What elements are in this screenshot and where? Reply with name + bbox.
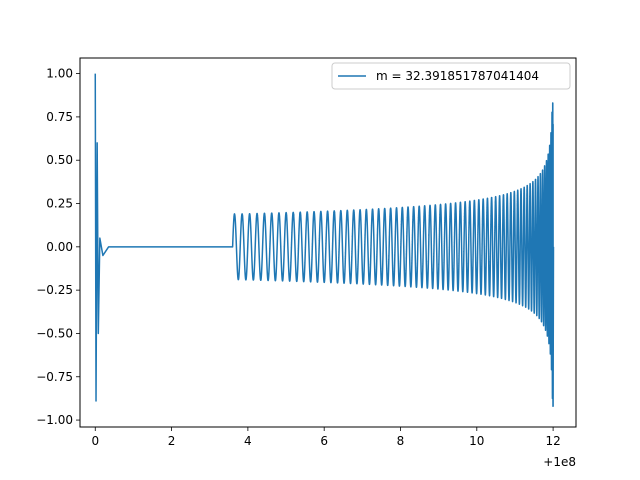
x-tick-label: 2 bbox=[168, 434, 176, 448]
y-tick-label: 0.75 bbox=[46, 110, 73, 124]
x-tick-label: 0 bbox=[91, 434, 99, 448]
x-tick-label: 4 bbox=[244, 434, 252, 448]
x-tick-label: 8 bbox=[397, 434, 405, 448]
y-tick-label: −0.75 bbox=[36, 370, 73, 384]
x-tick-label: 6 bbox=[320, 434, 328, 448]
x-offset-label: +1e8 bbox=[543, 455, 576, 469]
y-tick-label: −1.00 bbox=[36, 413, 73, 427]
y-tick-label: 0.00 bbox=[46, 240, 73, 254]
x-axis: 0 2 4 6 8 10 12 bbox=[91, 427, 561, 448]
y-tick-label: −0.25 bbox=[36, 283, 73, 297]
legend: m = 32.391851787041404 bbox=[331, 62, 571, 90]
y-axis: −1.00 −0.75 −0.50 −0.25 0.00 0.25 0.50 0.75 1.00 bbox=[36, 67, 80, 427]
y-tick-label: −0.50 bbox=[36, 326, 73, 340]
y-tick-label: 0.50 bbox=[46, 153, 73, 167]
x-tick-label: 12 bbox=[545, 434, 560, 448]
x-tick-label: 10 bbox=[469, 434, 484, 448]
legend-entry: m = 32.391851787041404 bbox=[376, 69, 539, 83]
series-line bbox=[94, 73, 555, 407]
plot-frame bbox=[79, 57, 577, 428]
y-tick-label: 1.00 bbox=[46, 67, 73, 81]
legend-frame bbox=[331, 62, 571, 90]
y-tick-label: 0.25 bbox=[46, 197, 73, 211]
